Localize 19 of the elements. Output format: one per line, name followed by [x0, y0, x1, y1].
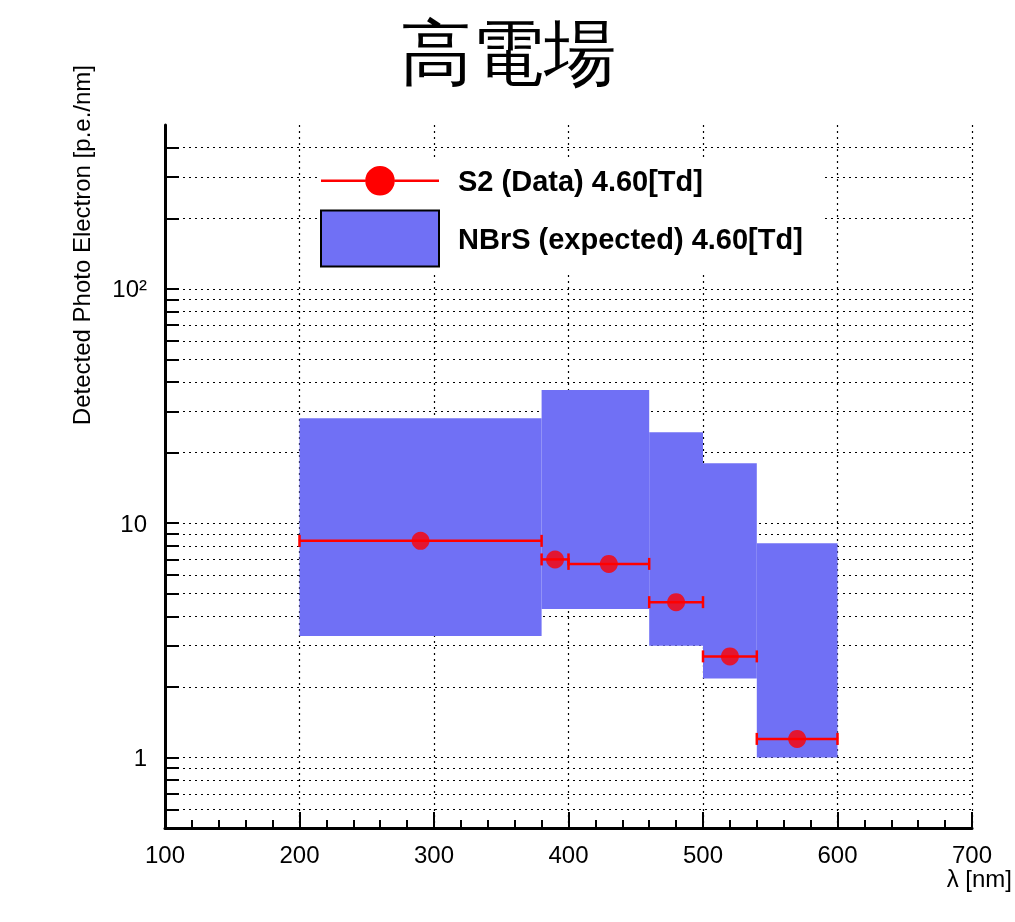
- y-tick-label: 1: [133, 743, 147, 771]
- point: [788, 729, 807, 748]
- x-tick-label: 100: [144, 840, 186, 868]
- x-tick-label: 600: [817, 840, 858, 868]
- x-tick-label: 300: [413, 840, 455, 868]
- point: [546, 550, 565, 569]
- point: [599, 554, 618, 573]
- x-tick-label: 200: [279, 840, 320, 868]
- legend-label: NBrS (expected) 4.60[Td]: [458, 222, 803, 255]
- x-tick-label: 400: [548, 840, 589, 868]
- y-axis-title: Detected Photo Electron [p.e./nm]: [67, 65, 95, 426]
- chart-title: 高電場: [399, 13, 616, 93]
- point: [411, 531, 430, 550]
- legend-label: S2 (Data) 4.60[Td]: [458, 164, 703, 197]
- y-tick-label: 10²: [112, 275, 148, 303]
- point: [667, 593, 686, 612]
- x-tick-label: 500: [682, 840, 724, 868]
- y-tick-label: 10: [120, 509, 147, 537]
- point: [720, 647, 739, 666]
